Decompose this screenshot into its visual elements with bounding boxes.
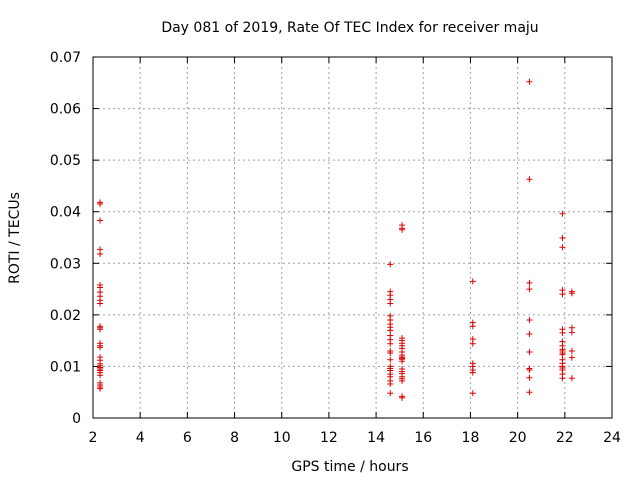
data-point [97, 326, 104, 333]
data-point [568, 329, 575, 336]
data-point [526, 330, 533, 337]
y-tick-label: 0.05 [50, 153, 81, 169]
data-point [526, 348, 533, 355]
data-point [97, 200, 104, 207]
data-point [526, 317, 533, 324]
data-point [568, 347, 575, 354]
y-axis-label: ROTI / TECUs [7, 192, 23, 284]
data-point [559, 329, 566, 336]
x-tick-label: 20 [509, 430, 527, 446]
data-point [568, 375, 575, 382]
data-point [387, 300, 394, 307]
grid-lines [93, 57, 612, 418]
x-tick-label: 4 [136, 430, 145, 446]
data-point [399, 394, 406, 401]
y-tick-label: 0.06 [50, 102, 81, 118]
x-tick-label: 16 [414, 430, 432, 446]
data-point [97, 385, 104, 392]
y-tick-label: 0.03 [50, 256, 81, 272]
x-axis: 2 4 6 8 10 12 14 16 18 20 22 24 [89, 57, 621, 446]
data-point [469, 390, 476, 397]
data-point [387, 340, 394, 347]
data-point [559, 235, 566, 242]
data-point [387, 350, 394, 357]
data-point [568, 354, 575, 361]
data-point [387, 327, 394, 334]
data-point [97, 372, 104, 379]
data-point [526, 78, 533, 85]
data-point [469, 340, 476, 347]
data-point [387, 356, 394, 363]
data-point [559, 210, 566, 217]
data-point [526, 176, 533, 183]
y-tick-label: 0.01 [50, 359, 81, 375]
x-tick-label: 10 [273, 430, 291, 446]
x-tick-label: 14 [367, 430, 385, 446]
data-point [399, 377, 406, 384]
data-point [399, 226, 406, 233]
y-axis: 0 0.01 0.02 0.03 0.04 0.05 0.06 0.07 [50, 50, 612, 427]
data-point [526, 367, 533, 374]
data-point [469, 323, 476, 330]
data-point [526, 374, 533, 381]
y-tick-label: 0.02 [50, 308, 81, 324]
data-point [469, 278, 476, 285]
data-point [526, 279, 533, 286]
x-tick-label: 6 [183, 430, 192, 446]
data-point [387, 390, 394, 397]
data-point [97, 217, 104, 224]
x-tick-label: 2 [89, 430, 98, 446]
data-point [559, 291, 566, 298]
data-point [526, 389, 533, 396]
data-point [559, 244, 566, 251]
data-point [97, 300, 104, 307]
data-point [387, 261, 394, 268]
data-point [559, 375, 566, 382]
data-point [97, 251, 104, 258]
data-points [97, 78, 575, 401]
data-point [399, 358, 406, 365]
y-tick-label: 0.07 [50, 50, 81, 66]
data-point [568, 290, 575, 297]
y-tick-label: 0.04 [50, 205, 81, 221]
data-point [526, 286, 533, 293]
data-point [469, 369, 476, 376]
data-point [97, 344, 104, 351]
x-tick-label: 22 [556, 430, 574, 446]
data-point [559, 351, 566, 358]
x-tick-label: 8 [230, 430, 239, 446]
x-tick-label: 12 [320, 430, 338, 446]
x-tick-label: 18 [462, 430, 480, 446]
data-point [387, 380, 394, 387]
y-tick-label: 0 [72, 411, 81, 427]
x-tick-label: 24 [603, 430, 621, 446]
plot-frame [92, 56, 613, 419]
chart-title: Day 081 of 2019, Rate Of TEC Index for r… [161, 20, 538, 36]
x-axis-label: GPS time / hours [291, 459, 408, 475]
